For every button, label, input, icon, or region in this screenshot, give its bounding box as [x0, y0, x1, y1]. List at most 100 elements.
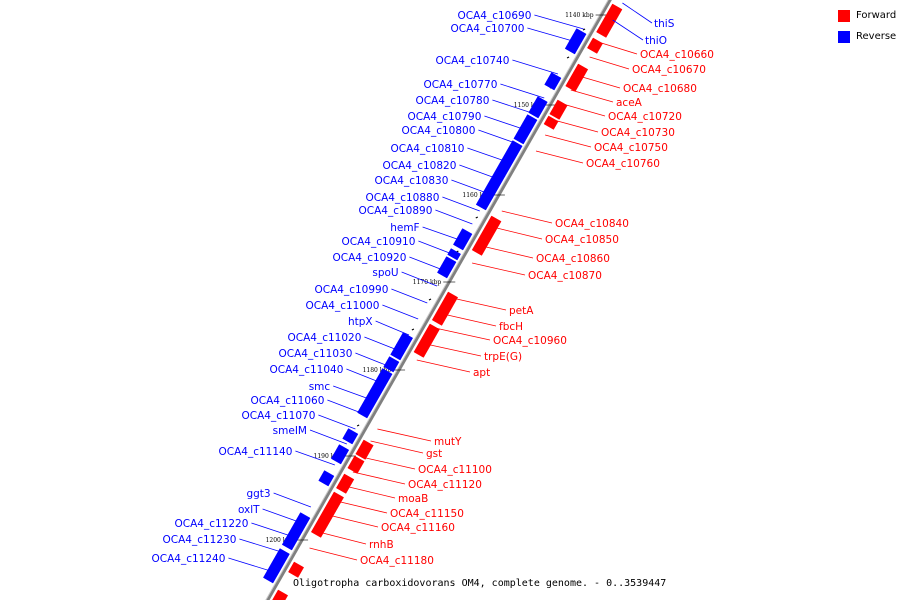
label-leader-line	[527, 27, 577, 43]
label-leader-line	[484, 115, 527, 131]
label-leader-line	[425, 343, 482, 357]
reverse-gene-feature	[342, 428, 359, 445]
gene-label: OCA4_c11030	[279, 348, 353, 360]
gene-label: petA	[509, 305, 534, 317]
legend-reverse: Reverse	[838, 29, 896, 44]
gene-label: OCA4_c11020	[288, 332, 362, 344]
forward-gene-feature	[587, 37, 603, 54]
gene-label: moaB	[398, 493, 428, 505]
gene-label: OCA4_c10770	[424, 79, 498, 91]
reverse-gene-feature	[475, 192, 493, 211]
label-leader-line	[500, 83, 545, 99]
forward-swatch	[838, 9, 850, 22]
label-leader-line	[451, 179, 490, 195]
label-leader-line	[622, 2, 653, 24]
minor-marker	[356, 424, 360, 427]
label-leader-line	[344, 485, 396, 499]
gene-label: OCA4_c10670	[632, 64, 706, 76]
tick-label: 1140 kbp	[565, 12, 594, 19]
gene-label: OCA4_c11220	[175, 518, 249, 530]
tick-label: 1160 kbp	[462, 192, 491, 199]
label-leader-line	[534, 14, 584, 30]
label-leader-line	[251, 522, 294, 538]
forward-gene-feature	[543, 115, 559, 130]
label-leader-line	[442, 196, 480, 212]
gene-label: OCA4_c11070	[242, 410, 316, 422]
gene-label: OCA4_c10750	[594, 142, 668, 154]
gene-label: OCA4_c10960	[493, 335, 567, 347]
label-leader-line	[327, 399, 365, 415]
label-leader-line	[409, 256, 446, 272]
label-leader-line	[346, 368, 382, 384]
gene-label: smc	[309, 381, 331, 393]
label-leader-line	[416, 359, 471, 373]
tick-label: 1190 kbp	[314, 453, 343, 460]
label-leader-line	[309, 547, 358, 561]
gene-label: hemF	[390, 222, 419, 234]
label-leader-line	[318, 531, 367, 545]
gene-label: trpE(G)	[484, 351, 522, 363]
label-leader-line	[434, 327, 491, 341]
label-leader-line	[467, 147, 508, 163]
label-leader-line	[382, 304, 419, 320]
gene-label: OCA4_c10880	[366, 192, 440, 204]
gene-label: OCA4_c11180	[360, 555, 434, 567]
gene-label: OCA4_c11120	[408, 479, 482, 491]
gene-label: OCA4_c10890	[359, 205, 433, 217]
label-leader-line	[459, 164, 499, 180]
label-leader-line	[545, 134, 592, 148]
label-leader-line	[239, 538, 285, 554]
label-leader-line	[228, 557, 274, 573]
label-leader-line	[355, 352, 391, 368]
label-leader-line	[570, 89, 614, 103]
label-leader-line	[391, 288, 428, 304]
reverse-gene-feature	[330, 444, 350, 465]
gene-label: OCA4_c10760	[586, 158, 660, 170]
gene-label: OCA4_c10840	[555, 218, 629, 230]
legend-forward: Forward	[838, 8, 896, 23]
label-leader-line	[318, 414, 356, 430]
reverse-gene-feature	[564, 28, 587, 55]
gene-label: thiS	[654, 18, 675, 30]
gene-label: htpX	[348, 316, 373, 328]
label-leader-line	[535, 150, 584, 164]
label-leader-line	[589, 56, 630, 70]
gene-label: OCA4_c11000	[306, 300, 380, 312]
reverse-gene-feature	[263, 564, 281, 584]
label-leader-line	[418, 240, 455, 256]
gene-label: OCA4_c10790	[408, 111, 482, 123]
gene-label: fbcH	[499, 321, 523, 333]
label-leader-line	[364, 336, 401, 352]
label-leader-line	[309, 429, 347, 445]
gene-label: OCA4_c11040	[270, 364, 344, 376]
label-leader-line	[598, 41, 638, 55]
gene-label: spoU	[372, 267, 398, 279]
label-leader-line	[375, 320, 410, 336]
gene-label: OCA4_c11150	[390, 508, 464, 520]
label-leader-line	[472, 262, 526, 276]
label-leader-line	[452, 297, 507, 311]
forward-gene-feature	[413, 323, 440, 358]
minor-marker	[475, 216, 479, 219]
label-leader-line	[422, 226, 463, 242]
label-leader-line	[553, 119, 599, 133]
label-leader-line	[333, 385, 373, 401]
label-leader-line	[492, 226, 543, 240]
reverse-gene-feature	[528, 96, 548, 119]
reverse-gene-feature	[357, 384, 384, 419]
label-leader-line	[370, 440, 424, 454]
label-leader-line	[273, 492, 312, 508]
forward-gene-feature	[336, 473, 355, 494]
forward-gene-feature	[288, 561, 305, 578]
gene-features	[263, 3, 623, 600]
forward-gene-feature	[310, 505, 336, 538]
gene-label: OCA4_c10680	[623, 83, 697, 95]
label-leader-line	[562, 103, 606, 117]
tick-label: 1200 kbp	[266, 537, 295, 544]
label-leader-line	[328, 514, 379, 528]
gene-label: mutY	[434, 436, 462, 448]
minor-marker	[428, 298, 432, 301]
gene-label: aceA	[616, 97, 643, 109]
